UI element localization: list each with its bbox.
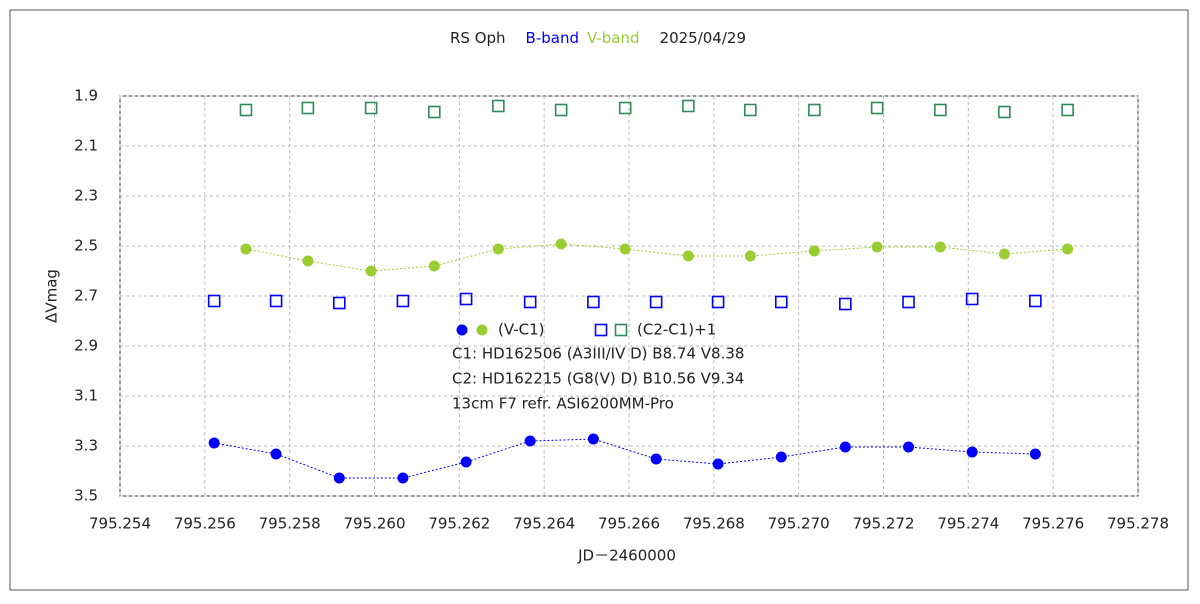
title-band: V-band <box>587 29 640 47</box>
x-tick-label: 795.260 <box>343 515 405 533</box>
data-point <box>428 105 441 119</box>
y-tick-label: 3.3 <box>74 437 98 455</box>
legend-marker <box>456 324 468 336</box>
x-tick-label: 795.268 <box>683 515 745 533</box>
data-point <box>966 446 978 458</box>
data-point <box>649 295 663 309</box>
data-point <box>240 243 252 255</box>
data-point <box>302 255 314 267</box>
legend-marker <box>476 324 488 336</box>
data-point <box>998 248 1010 260</box>
y-tick-label: 2.5 <box>74 237 98 255</box>
x-tick-label: 795.254 <box>89 515 151 533</box>
legend-label: (C2-C1)+1 <box>637 321 716 339</box>
annotation: C1: HD162506 (A3III/IV D) B8.74 V8.38 <box>452 345 744 363</box>
y-tick-label: 2.1 <box>74 137 98 155</box>
data-point <box>682 99 695 113</box>
data-point <box>998 105 1011 119</box>
data-point <box>839 297 852 311</box>
annotation: C2: HD162215 (G8(V) D) B10.56 V9.34 <box>452 370 744 388</box>
data-point <box>934 241 946 253</box>
data-point <box>903 441 915 453</box>
legend-label: (V-C1) <box>498 321 545 339</box>
data-point <box>744 250 756 262</box>
x-tick-label: 795.274 <box>937 515 999 533</box>
data-point <box>208 437 220 449</box>
data-point <box>364 101 378 115</box>
data-point <box>871 241 883 253</box>
x-tick-label: 795.272 <box>852 515 914 533</box>
data-point <box>524 435 536 447</box>
data-point <box>808 103 821 117</box>
data-point <box>808 245 820 257</box>
legend-marker <box>614 323 628 337</box>
data-point <box>619 243 631 255</box>
x-tick-label: 795.264 <box>513 515 575 533</box>
data-point <box>1062 243 1074 255</box>
data-point <box>554 103 568 117</box>
data-point <box>397 472 409 484</box>
data-point <box>775 451 787 463</box>
data-point <box>396 294 410 308</box>
data-point <box>301 101 315 115</box>
data-point <box>207 294 221 308</box>
data-point <box>1061 103 1074 117</box>
y-tick-label: 2.9 <box>74 337 98 355</box>
x-tick-label: 795.278 <box>1107 515 1169 533</box>
data-point <box>650 453 662 465</box>
y-tick-label: 3.1 <box>74 387 98 405</box>
data-point <box>270 448 282 460</box>
data-point <box>460 456 472 468</box>
title-date: 2025/04/29 <box>660 29 746 47</box>
data-point <box>744 103 757 117</box>
data-point <box>365 265 377 277</box>
y-tick-label: 3.5 <box>74 487 98 505</box>
data-point <box>428 260 440 272</box>
data-point <box>333 472 345 484</box>
data-point <box>523 295 537 309</box>
y-tick-label: 2.3 <box>74 187 98 205</box>
data-point <box>934 103 947 117</box>
data-point <box>332 296 346 310</box>
data-point <box>239 103 253 117</box>
data-point <box>870 101 884 115</box>
annotation: 13cm F7 refr. ASI6200MM-Pro <box>452 395 674 413</box>
data-point <box>618 101 632 115</box>
x-tick-label: 795.262 <box>428 515 490 533</box>
legend-marker <box>594 323 608 337</box>
title-object: RS Oph <box>450 29 506 47</box>
data-point <box>587 433 599 445</box>
data-point <box>902 295 915 309</box>
x-tick-label: 795.276 <box>1022 515 1084 533</box>
data-point <box>492 243 504 255</box>
x-axis-label: JD－2460000 <box>577 547 676 565</box>
y-tick-label: 1.9 <box>74 87 98 105</box>
data-point <box>1029 448 1041 460</box>
data-point <box>587 295 600 309</box>
chart-title: RS Oph B-band V-band 2025/04/29 <box>450 29 746 47</box>
y-tick-label: 2.7 <box>74 287 98 305</box>
title-band: B-band <box>526 29 579 47</box>
data-point <box>774 295 788 309</box>
x-tick-label: 795.258 <box>259 515 321 533</box>
data-point <box>682 250 694 262</box>
data-point <box>1029 294 1042 308</box>
x-tick-label: 795.266 <box>598 515 660 533</box>
x-tick-label: 795.256 <box>174 515 236 533</box>
data-point <box>269 294 283 308</box>
series-line <box>245 243 1068 272</box>
x-tick-label: 795.270 <box>768 515 830 533</box>
data-point <box>555 238 567 250</box>
y-axis-label: ΔVmag <box>43 269 61 323</box>
data-point <box>712 458 724 470</box>
data-point <box>711 295 725 309</box>
series-line <box>214 438 1036 479</box>
data-point <box>965 292 979 306</box>
data-point <box>459 292 473 306</box>
data-point <box>492 99 505 113</box>
data-point <box>839 441 851 453</box>
